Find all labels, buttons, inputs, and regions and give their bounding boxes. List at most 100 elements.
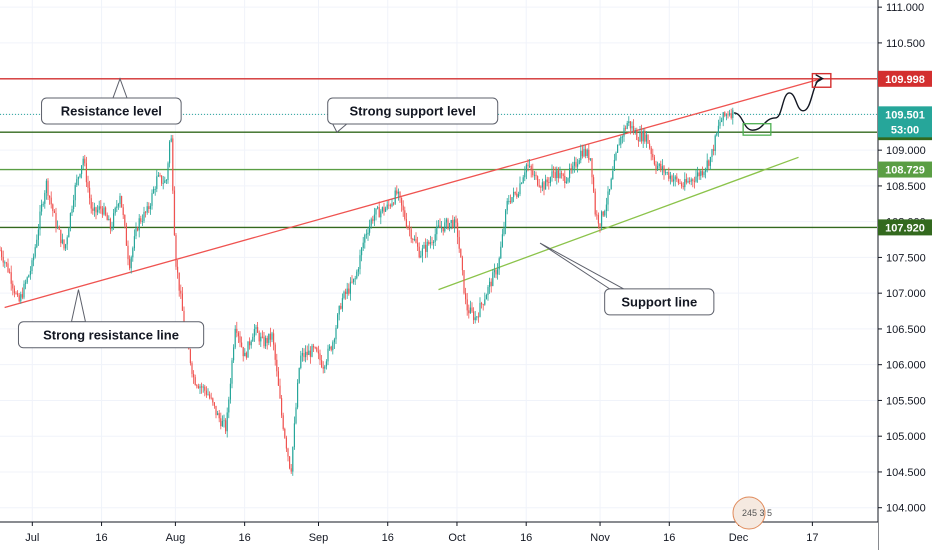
candle — [271, 331, 273, 343]
candle — [100, 200, 102, 214]
time-tick-label: 16 — [95, 532, 107, 544]
candle-body — [257, 327, 259, 333]
candle — [57, 220, 59, 230]
candle-body — [701, 171, 703, 176]
candle-body — [161, 175, 163, 184]
candle-body — [149, 205, 151, 210]
candle-body — [324, 366, 326, 369]
candle — [135, 222, 137, 240]
candle — [442, 227, 444, 236]
candle — [441, 221, 443, 233]
candle-body — [1, 250, 3, 257]
candle — [265, 335, 267, 350]
candle — [231, 357, 233, 389]
candle — [529, 159, 531, 169]
candle-body — [421, 248, 423, 256]
callout: Resistance level — [41, 77, 182, 125]
candle — [247, 341, 249, 358]
level-price-tag-background — [878, 161, 932, 178]
candle — [677, 178, 679, 186]
candle-body — [447, 219, 449, 229]
candle — [79, 173, 81, 179]
candle — [687, 177, 689, 184]
candle — [505, 209, 507, 235]
candle — [60, 229, 62, 248]
candle — [684, 172, 686, 191]
candle-body — [255, 327, 257, 330]
candle-body — [13, 288, 15, 294]
candle — [445, 217, 447, 229]
candle — [490, 278, 492, 293]
candle-body — [578, 160, 580, 164]
candle-body — [87, 182, 89, 188]
candle-body — [690, 179, 692, 182]
candle-body — [204, 386, 206, 391]
candle-body — [439, 225, 441, 228]
price-axis[interactable]: 111.000110.500110.000109.500109.000108.5… — [877, 0, 932, 550]
candle-body — [708, 160, 710, 166]
candle-body — [453, 219, 455, 228]
candle-body — [383, 207, 385, 212]
candle-body — [681, 183, 683, 187]
candle — [519, 176, 521, 197]
candle-body — [129, 259, 131, 269]
candle — [481, 301, 483, 309]
callout-box — [41, 97, 182, 125]
candle-body — [68, 228, 70, 238]
candle — [524, 166, 526, 182]
candle-body — [258, 332, 260, 342]
candle — [165, 178, 167, 184]
time-axis[interactable]: Jul 16 Aug 16 Sep 16 Oct 16 Nov 16 Dec 17 — [0, 521, 878, 550]
candle-body — [34, 247, 36, 257]
candle — [703, 170, 705, 178]
candle-body — [394, 190, 396, 204]
candle — [436, 220, 438, 241]
candle-body — [364, 234, 366, 243]
candle — [44, 190, 46, 209]
candle — [236, 321, 238, 338]
callout-box — [327, 97, 499, 125]
candle — [225, 418, 227, 435]
candle-body — [138, 218, 140, 231]
candle-body — [301, 353, 303, 356]
candle — [639, 125, 641, 142]
candle-body — [697, 172, 699, 177]
candle — [493, 263, 495, 278]
candle-body — [665, 172, 667, 174]
candle-body — [25, 282, 27, 284]
candle — [351, 275, 353, 284]
candle-body — [223, 420, 225, 422]
candle — [671, 174, 673, 183]
candle-body — [29, 271, 31, 276]
candle — [559, 166, 561, 179]
candle-body — [505, 210, 507, 228]
candle — [404, 206, 406, 221]
candle-body — [93, 207, 95, 211]
candle-body — [205, 390, 207, 395]
candle-body — [141, 221, 143, 222]
candle — [537, 175, 539, 187]
candle — [241, 336, 243, 348]
candle — [369, 219, 371, 236]
candle — [175, 233, 177, 270]
candle — [55, 207, 57, 233]
candle-body — [609, 189, 611, 192]
candle-body — [313, 345, 315, 348]
candle — [138, 214, 140, 238]
candle-body — [169, 141, 171, 164]
candle-body — [503, 227, 505, 235]
candle-body — [207, 394, 209, 396]
price-tick-label: 111.000 — [886, 2, 924, 14]
candle-body — [156, 176, 158, 189]
candle — [420, 250, 422, 259]
candle — [197, 383, 199, 389]
candle-body — [369, 225, 371, 233]
candle-body — [385, 208, 387, 212]
candle-body — [647, 134, 649, 144]
candle — [215, 405, 217, 419]
candle — [373, 207, 375, 227]
candle-body — [287, 448, 289, 457]
candle — [359, 249, 361, 275]
candle-body — [514, 191, 516, 194]
